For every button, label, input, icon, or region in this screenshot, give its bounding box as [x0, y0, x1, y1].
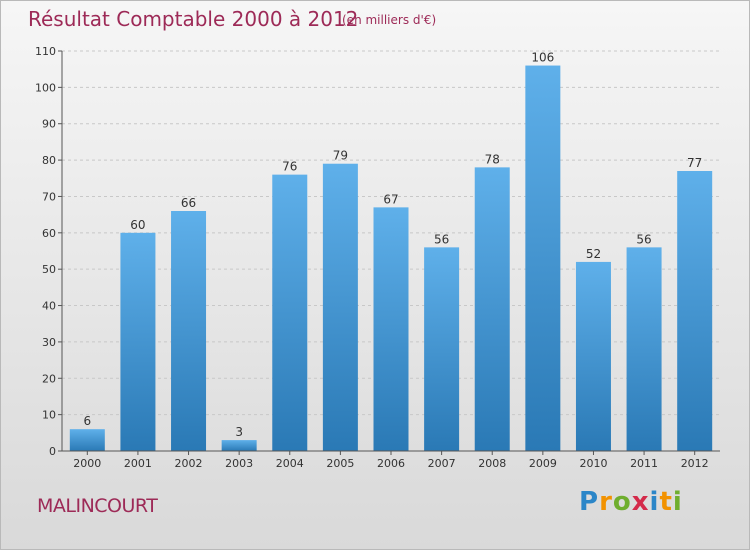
- chart-title: Résultat Comptable 2000 à 2012: [28, 7, 359, 31]
- bar-2003: [221, 440, 257, 451]
- data-label: 79: [333, 149, 348, 163]
- y-tick-label: 80: [42, 154, 56, 167]
- data-label: 78: [485, 152, 500, 166]
- data-label: 76: [282, 160, 297, 174]
- x-tick-label: 2001: [124, 457, 152, 470]
- x-tick-label: 2000: [73, 457, 101, 470]
- y-tick-label: 30: [42, 336, 56, 349]
- bar-2012: [677, 171, 713, 451]
- x-tick-label: 2010: [579, 457, 607, 470]
- brand-letter: o: [612, 487, 632, 517]
- bar-2006: [373, 207, 409, 451]
- y-tick-label: 0: [49, 445, 56, 458]
- x-tick-label: 2008: [478, 457, 506, 470]
- y-tick-label: 10: [42, 409, 56, 422]
- y-tick-label: 20: [42, 372, 56, 385]
- x-tick-label: 2003: [225, 457, 253, 470]
- data-label: 52: [586, 247, 601, 261]
- bar-2000: [69, 429, 105, 451]
- x-tick-label: 2004: [276, 457, 304, 470]
- y-tick-label: 50: [42, 263, 56, 276]
- data-label: 6: [83, 414, 91, 428]
- bar-2007: [424, 247, 460, 451]
- data-label: 56: [636, 232, 651, 246]
- x-tick-label: 2011: [630, 457, 658, 470]
- x-tick-label: 2005: [326, 457, 354, 470]
- brand-letter: x: [631, 487, 650, 517]
- data-label: 67: [383, 192, 398, 206]
- data-label: 56: [434, 232, 449, 246]
- data-label: 3: [235, 425, 243, 439]
- y-tick-label: 110: [35, 45, 56, 58]
- y-tick-label: 40: [42, 300, 56, 313]
- bar-2009: [525, 65, 561, 451]
- data-label: 106: [531, 51, 554, 65]
- bar-2004: [272, 174, 308, 452]
- bar-2001: [120, 232, 156, 451]
- location-name: MALINCOURT: [37, 495, 158, 517]
- brand-letter: i: [672, 487, 683, 517]
- bar-2002: [171, 211, 207, 451]
- brand-letter: i: [649, 487, 660, 517]
- x-tick-label: 2009: [529, 457, 557, 470]
- proxiti-logo: Proxiti: [579, 487, 683, 517]
- y-tick-label: 100: [35, 81, 56, 94]
- brand-letter: P: [579, 487, 600, 517]
- data-label: 77: [687, 156, 702, 170]
- x-tick-label: 2006: [377, 457, 405, 470]
- x-tick-label: 2007: [428, 457, 456, 470]
- bar-2008: [474, 167, 510, 451]
- bar-2005: [322, 163, 358, 451]
- x-tick-label: 2012: [681, 457, 709, 470]
- y-tick-label: 90: [42, 118, 56, 131]
- brand-letter: t: [659, 487, 673, 517]
- y-tick-label: 70: [42, 190, 56, 203]
- data-label: 60: [130, 218, 145, 232]
- x-tick-label: 2002: [175, 457, 203, 470]
- brand-letter: r: [599, 487, 613, 517]
- bar-2011: [626, 247, 662, 451]
- data-label: 66: [181, 196, 196, 210]
- bar-2010: [575, 261, 611, 451]
- chart-subtitle: (en milliers d'€): [342, 13, 437, 27]
- y-tick-label: 60: [42, 227, 56, 240]
